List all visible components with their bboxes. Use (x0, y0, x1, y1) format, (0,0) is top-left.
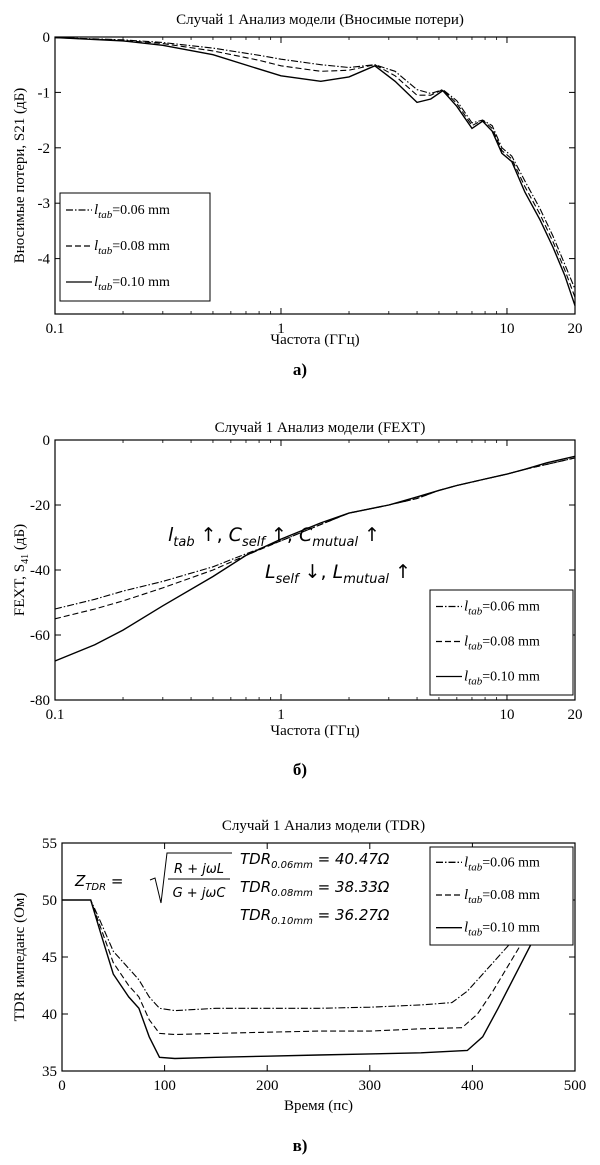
panel-label: б) (293, 760, 307, 779)
y-tick-label: 55 (42, 836, 57, 852)
impedance-formula: ZTDR = R + jωL G + jωC (74, 852, 232, 904)
y-tick-label: 40 (42, 1007, 57, 1023)
legend-entry: ltab=0.06 mm (464, 854, 540, 873)
legend: ltab=0.06 mm ltab=0.08 mm ltab=0.10 mm (59, 192, 211, 302)
legend-entry: ltab=0.10 mm (464, 920, 540, 939)
legend-box (59, 192, 211, 302)
x-axis-label: Частота (ГГц) (270, 332, 359, 348)
y-tick-label: 45 (42, 950, 57, 966)
x-tick-label: 0 (58, 1078, 66, 1094)
legend: ltab=0.06 mm ltab=0.08 mm ltab=0.10 mm (429, 846, 574, 946)
legend-entry: ltab=0.10 mm (94, 274, 170, 293)
tdr-value-3: TDR0.10mm = 36.27Ω (240, 906, 390, 927)
legend: ltab=0.06 mm ltab=0.08 mm ltab=0.10 mm (429, 589, 574, 696)
y-tick-label: -20 (30, 498, 50, 514)
series-line-3 (54, 36, 576, 306)
y-tick-label: -2 (38, 141, 51, 157)
y-axis-label: FEXT, S41 (дБ) (12, 524, 31, 616)
y-axis-label: Вносимые потери, S21 (дБ) (12, 88, 28, 263)
series-line-3 (62, 899, 556, 1060)
series-line-1 (54, 457, 576, 610)
chart-title: Случай 1 Анализ модели (TDR) (222, 818, 425, 834)
legend-entry: ltab=0.10 mm (464, 669, 540, 688)
legend-entry: ltab=0.08 mm (464, 634, 540, 653)
y-tick-label: -60 (30, 628, 50, 644)
x-tick-label: 1 (277, 321, 285, 337)
chart-title: Случай 1 Анализ модели (FEXT) (215, 420, 426, 436)
series-line-2 (62, 899, 550, 1036)
y-tick-label: -3 (38, 196, 51, 212)
x-axis-label: Время (пс) (284, 1098, 353, 1114)
tdr-value-2: TDR0.08mm = 38.33Ω (240, 878, 390, 899)
y-tick-label: -80 (30, 693, 50, 709)
annotation-line-2: Lself ↓, Lmutual ↑ (265, 561, 411, 587)
axes-frame (54, 36, 576, 315)
legend-entry: ltab=0.06 mm (464, 599, 540, 618)
x-tick-label: 100 (153, 1078, 176, 1094)
x-tick-label: 10 (499, 707, 514, 723)
legend-entry: ltab=0.06 mm (94, 202, 170, 221)
legend-box (429, 589, 574, 696)
x-tick-label: 10 (499, 321, 514, 337)
y-tick-label: -40 (30, 563, 50, 579)
chart-3: Случай 1 Анализ модели (TDR) 0 100 200 300 40… (12, 818, 586, 1155)
y-tick-label: -1 (38, 85, 51, 101)
formula-lhs: ZTDR = (74, 872, 123, 893)
panel-label: в) (293, 1136, 308, 1155)
legend-entry: ltab=0.08 mm (94, 238, 170, 257)
legend-entry: ltab=0.08 mm (464, 887, 540, 906)
chart-1: Случай 1 Анализ модели (Вносимые потери)… (12, 12, 583, 379)
x-tick-label: 500 (564, 1078, 587, 1094)
x-axis-label: Частота (ГГц) (270, 723, 359, 739)
x-tick-label: 200 (256, 1078, 279, 1094)
x-tick-label: 300 (359, 1078, 382, 1094)
y-tick-label: 35 (42, 1064, 57, 1080)
formula-denominator: G + jωC (173, 886, 227, 901)
chart-2: Случай 1 Анализ модели (FEXT) 0.1 1 10 20 0 -2… (12, 420, 583, 779)
y-axis-label: TDR импеданс (Ом) (12, 893, 28, 1022)
x-tick-label: 20 (568, 707, 583, 723)
x-tick-label: 20 (568, 321, 583, 337)
series-line-3 (54, 455, 576, 662)
radical-sign (149, 852, 232, 904)
y-tick-label: 0 (43, 433, 51, 449)
annotation-line-1: ltab ↑, Cself ↑, Cmutual ↑ (168, 524, 380, 550)
x-tick-label: 1 (277, 707, 285, 723)
formula-numerator: R + jωL (174, 862, 224, 877)
x-tick-label: 400 (461, 1078, 484, 1094)
y-tick-label: 0 (43, 30, 51, 46)
x-tick-label: 0.1 (46, 321, 65, 337)
tdr-value-1: TDR0.06mm = 40.47Ω (240, 850, 390, 871)
series-line-1 (54, 37, 576, 290)
series-line-1 (62, 899, 545, 1012)
y-tick-label: 50 (42, 893, 57, 909)
legend-box (429, 846, 574, 946)
y-tick-label: -4 (38, 252, 51, 268)
panel-label: а) (293, 360, 307, 379)
x-tick-label: 0.1 (46, 707, 65, 723)
chart-title: Случай 1 Анализ модели (Вносимые потери) (176, 12, 464, 28)
